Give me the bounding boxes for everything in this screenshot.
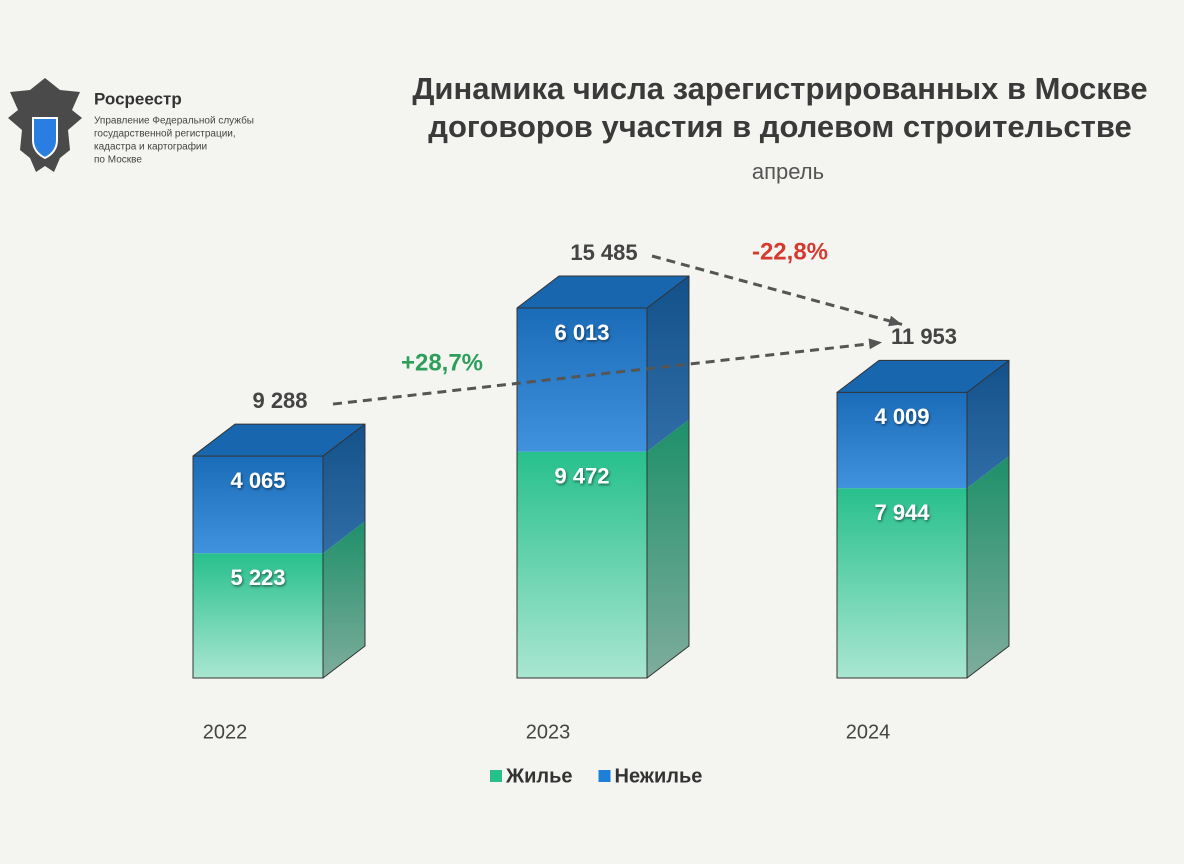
chart-title: договоров участия в долевом строительств…: [428, 109, 1131, 144]
bar-top: [517, 276, 689, 308]
logo-shield: [32, 117, 58, 160]
legend-swatch: [598, 770, 611, 782]
value-label: 6 013: [554, 320, 609, 345]
bar-segment: [193, 456, 323, 554]
bar-segment: [517, 308, 647, 452]
bar-side: [323, 424, 365, 554]
x-tick-label: 2023: [526, 721, 571, 743]
total-label: 9 288: [252, 388, 307, 413]
bar-side: [647, 276, 689, 452]
bar-segment: [837, 488, 967, 678]
bar-outline: [516, 275, 690, 679]
bar-segment: [837, 392, 967, 489]
trend-arrow: [651, 254, 903, 326]
chart-subtitle: апрель: [752, 159, 824, 184]
bar-outline: [192, 423, 366, 679]
logo-name: Росреестр: [94, 89, 182, 108]
trend-arrow: [332, 340, 883, 406]
logo-line: Управление Федеральной службы: [94, 115, 254, 127]
legend-swatch: [490, 770, 502, 782]
legend-label: Жилье: [505, 765, 573, 787]
bar-side: [647, 419, 689, 678]
value-label: 9 472: [554, 463, 609, 488]
total-label: 15 485: [570, 240, 637, 265]
logo-line: по Москве: [94, 155, 142, 166]
bar-segment: [517, 451, 647, 678]
arrow-head: [888, 315, 902, 327]
bar-side: [967, 456, 1009, 678]
bar-outline: [516, 307, 648, 679]
value-label: 5 223: [230, 565, 285, 590]
bar-side: [967, 360, 1009, 489]
arrow-head: [868, 338, 882, 350]
annotation: -22,8%: [752, 238, 828, 265]
logo-line: кадастра и картографии: [94, 141, 207, 153]
x-tick-label: 2022: [203, 721, 248, 743]
value-label: 7 944: [874, 500, 930, 525]
chart-title: Динамика числа зарегистрированных в Моск…: [412, 71, 1147, 106]
value-label: 4 009: [874, 404, 929, 429]
annotation: +28,7%: [401, 349, 483, 376]
legend-label: Нежилье: [615, 765, 703, 787]
logo: Росреестр Управление Федеральной службы …: [8, 78, 254, 172]
bar-segment: [193, 553, 323, 678]
bar-top: [837, 360, 1009, 393]
logo-line: государственной регистрации,: [94, 129, 236, 140]
x-tick-label: 2024: [846, 721, 891, 743]
bar-outline: [192, 455, 324, 679]
value-label: 4 065: [230, 468, 285, 493]
bar-outline: [836, 391, 968, 679]
bar-outline: [836, 359, 1010, 679]
bar-top: [193, 424, 365, 457]
bar-side: [323, 521, 365, 678]
total-label: 11 953: [891, 324, 957, 349]
